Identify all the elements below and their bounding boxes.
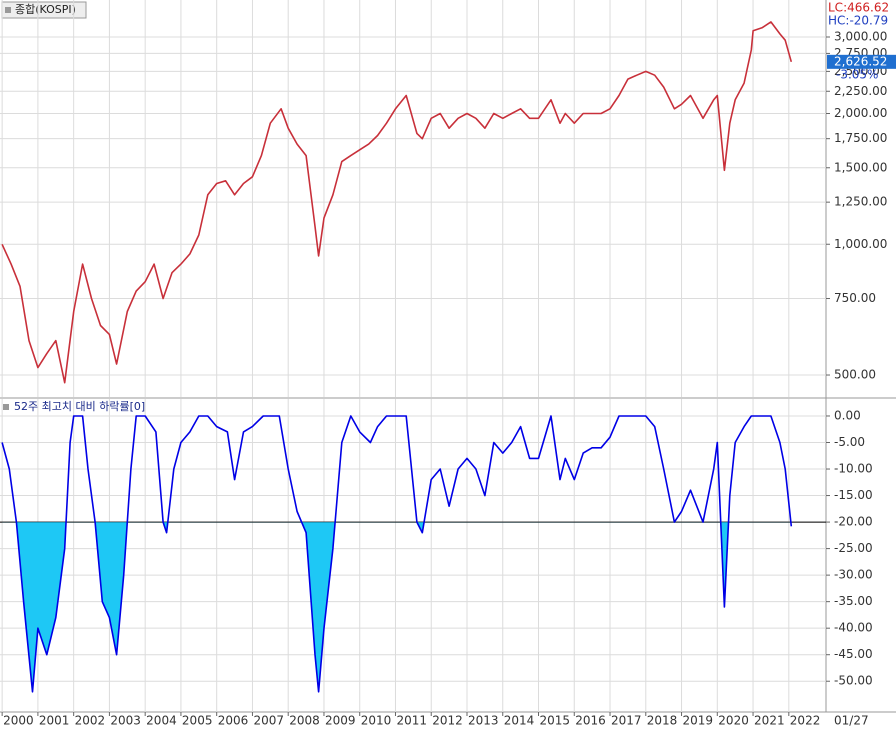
x-tick-label: 2021 <box>754 714 785 728</box>
last-price-badge <box>827 54 896 69</box>
grid <box>0 0 830 716</box>
lc-label: LC:466.62 <box>828 1 889 15</box>
y-tick-label: 2,000.00 <box>834 106 887 120</box>
x-tick-label: 2010 <box>361 714 392 728</box>
y-tick-label: -25.00 <box>834 541 873 555</box>
x-tick-label: 2011 <box>396 714 427 728</box>
header-top: 종합(KOSPI) <box>1 1 87 19</box>
x-tick-label: 2020 <box>718 714 749 728</box>
x-tick-label: 2009 <box>325 714 356 728</box>
labels: 500.00 750.00 1,000.00 1,250.00 1,500.00 1,75… <box>3 29 896 728</box>
y-tick-label: 1,750.00 <box>834 131 887 145</box>
header-icon <box>5 7 11 13</box>
x-tick-label: 2018 <box>647 714 678 728</box>
y-tick-label: -15.00 <box>834 488 873 502</box>
change-label: -3.05% <box>836 67 878 81</box>
y-tick-label: -50.00 <box>834 674 873 688</box>
y-tick-label: -35.00 <box>834 594 873 608</box>
series-line <box>1 21 793 384</box>
x-tick-label: 2002 <box>75 714 106 728</box>
x-tick-label: 2014 <box>504 714 535 728</box>
x-tick-label: 2000 <box>3 714 34 728</box>
x-tick-label: 2007 <box>253 714 284 728</box>
y-tick-label: 750.00 <box>834 291 876 305</box>
header-bottom: 52주 최고치 대비 하락률[0] <box>3 399 145 413</box>
panel-title: 종합(KOSPI) <box>15 3 76 16</box>
y-tick-label: 500.00 <box>834 368 876 382</box>
x-tick-label: 2022 <box>790 714 821 728</box>
y-tick-label: 0.00 <box>834 408 861 422</box>
y-tick-label: 1,250.00 <box>834 195 887 209</box>
y-tick-label: -10.00 <box>834 462 873 476</box>
data <box>0 21 826 693</box>
y-tick-label: -40.00 <box>834 621 873 635</box>
y-tick-label: 1,500.00 <box>834 160 887 174</box>
y-tick-label: 1,000.00 <box>834 237 887 251</box>
x-tick-label: 2004 <box>146 714 177 728</box>
x-tick-label: 2005 <box>182 714 213 728</box>
series-line <box>1 415 793 693</box>
y-tick-label: -5.00 <box>834 435 865 449</box>
x-tick-label: 2019 <box>683 714 714 728</box>
header-icon <box>3 404 9 410</box>
x-tick-label: 2008 <box>289 714 320 728</box>
hc-label: HC:-20.79 <box>828 14 888 28</box>
date-label: 01/27 <box>834 714 869 728</box>
x-tick-label: 2003 <box>110 714 141 728</box>
x-tick-label: 2016 <box>575 714 606 728</box>
y-tick-label: -30.00 <box>834 568 873 582</box>
last-price-label: 2,626.52 <box>834 54 887 68</box>
x-tick-label: 2012 <box>432 714 463 728</box>
x-tick-label: 2015 <box>540 714 571 728</box>
x-tick-label: 2013 <box>468 714 499 728</box>
x-tick-label: 2001 <box>39 714 70 728</box>
panel-title: 52주 최고치 대비 하락률[0] <box>14 399 145 413</box>
y-tick-label: -20.00 <box>834 515 873 529</box>
x-tick-label: 2006 <box>218 714 249 728</box>
x-tick-label: 2017 <box>611 714 642 728</box>
y-tick-label: 3,000.00 <box>834 29 887 43</box>
y-tick-label: 2,250.00 <box>834 84 887 98</box>
y-tick-label: -45.00 <box>834 647 873 661</box>
